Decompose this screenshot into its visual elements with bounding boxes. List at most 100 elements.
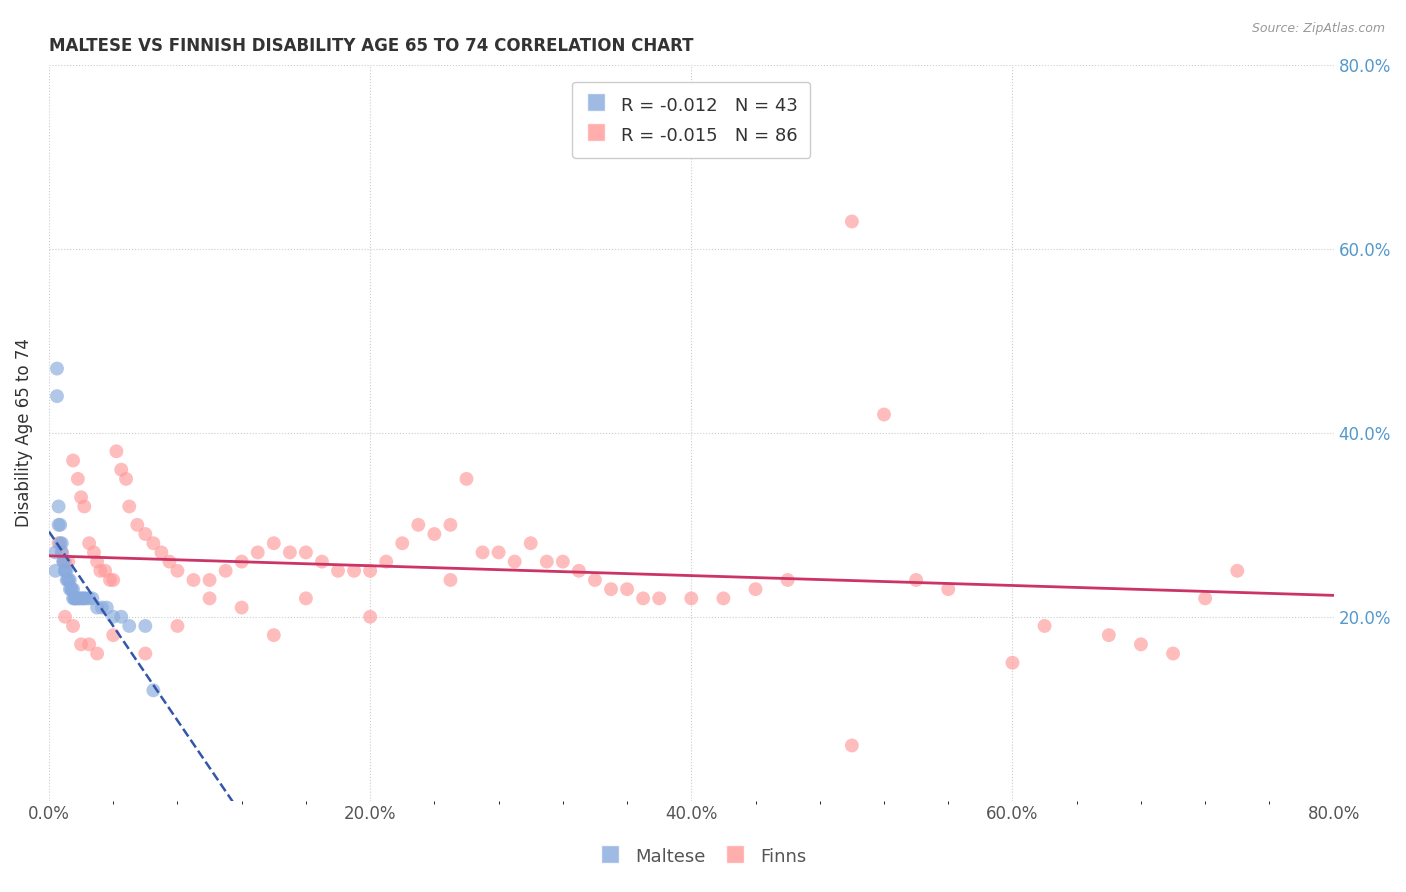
Point [91,600,114,615]
Point [127,517,149,532]
Point [98,573,121,587]
Point [70,637,93,651]
Point [44,564,66,578]
Point [166,619,188,633]
Point [70,591,93,606]
Point [53,564,76,578]
Point [86,600,108,615]
Point [63,591,86,606]
Point [214,564,236,578]
Point [59,573,82,587]
Point [295,545,318,559]
Point [46,361,69,376]
Point [73,500,96,514]
Point [89,564,111,578]
Point [49,517,72,532]
Point [343,564,366,578]
Point [73,591,96,606]
Point [905,573,928,587]
Point [600,582,623,597]
Point [568,564,591,578]
Legend: Maltese, Finns: Maltese, Finns [592,838,814,874]
Point [70,490,93,504]
Point [841,739,863,753]
Point [58,555,80,569]
Point [246,545,269,559]
Point [295,591,318,606]
Point [198,591,221,606]
Point [1129,637,1152,651]
Point [134,647,156,661]
Point [231,555,253,569]
Point [166,564,188,578]
Point [142,683,165,698]
Point [58,573,80,587]
Point [62,591,84,606]
Point [77,637,100,651]
Point [96,600,118,615]
Point [408,517,430,532]
Point [72,591,94,606]
Point [439,573,461,587]
Point [536,555,558,569]
Point [157,555,180,569]
Point [48,500,70,514]
Point [1033,619,1056,633]
Point [46,389,69,403]
Point [51,545,73,559]
Point [616,582,638,597]
Point [115,472,138,486]
Point [82,591,104,606]
Point [86,555,108,569]
Point [198,573,221,587]
Point [1098,628,1121,642]
Point [439,517,461,532]
Point [263,628,285,642]
Point [873,408,896,422]
Point [471,545,494,559]
Point [776,573,799,587]
Point [519,536,541,550]
Point [1194,591,1216,606]
Point [183,573,205,587]
Point [69,591,91,606]
Point [713,591,735,606]
Point [62,582,84,597]
Point [263,536,285,550]
Point [103,609,125,624]
Point [65,591,87,606]
Point [375,555,398,569]
Point [278,545,301,559]
Point [52,555,75,569]
Point [105,444,128,458]
Point [59,582,82,597]
Text: MALTESE VS FINNISH DISABILITY AGE 65 TO 74 CORRELATION CHART: MALTESE VS FINNISH DISABILITY AGE 65 TO … [49,37,693,55]
Point [631,591,654,606]
Point [231,600,253,615]
Point [51,545,73,559]
Y-axis label: Disability Age 65 to 74: Disability Age 65 to 74 [15,338,32,527]
Point [150,545,173,559]
Point [103,573,125,587]
Point [48,536,70,550]
Point [52,555,75,569]
Point [744,582,766,597]
Point [103,628,125,642]
Point [936,582,959,597]
Legend: R = -0.012   N = 43, R = -0.015   N = 86: R = -0.012 N = 43, R = -0.015 N = 86 [572,81,810,158]
Point [423,527,446,541]
Point [311,555,333,569]
Point [110,609,132,624]
Point [53,555,76,569]
Point [110,463,132,477]
Point [53,609,76,624]
Point [49,536,72,550]
Point [648,591,671,606]
Point [134,527,156,541]
Point [75,591,97,606]
Point [63,591,86,606]
Point [134,619,156,633]
Point [58,573,80,587]
Point [551,555,574,569]
Point [77,591,100,606]
